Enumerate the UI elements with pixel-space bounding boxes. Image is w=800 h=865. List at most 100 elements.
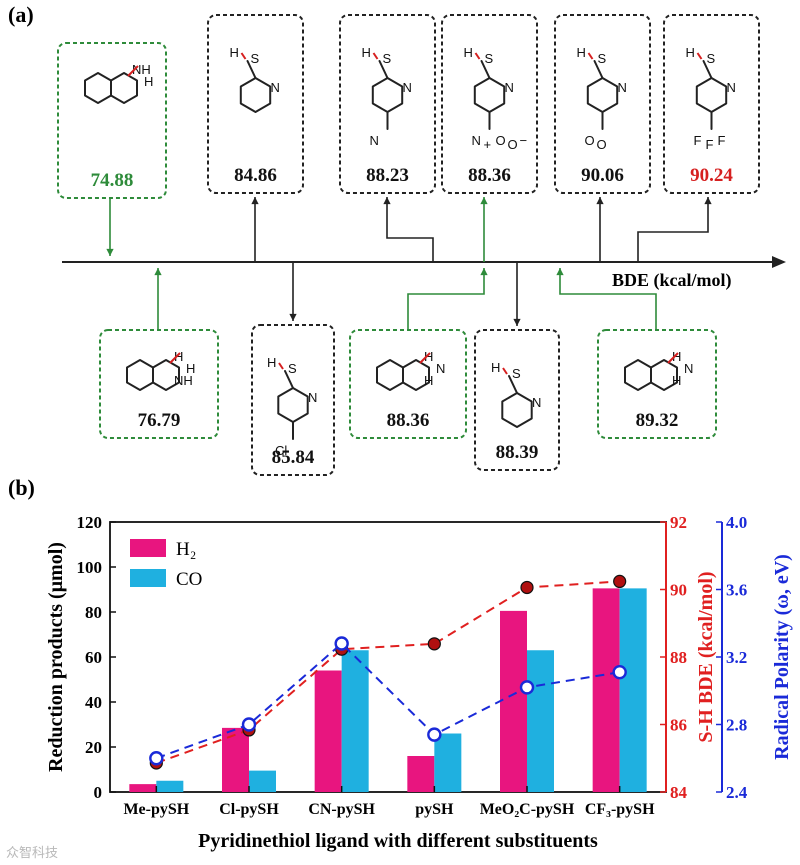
sh-bond [240, 52, 247, 60]
y2-tick-label: 88 [670, 648, 687, 667]
plot-frame [109, 521, 667, 793]
bar-co [249, 770, 276, 792]
polarity-point [149, 751, 164, 766]
panel-a-label: (a) [8, 2, 34, 27]
atom-label: NH [132, 62, 151, 77]
atom-label: S [383, 51, 392, 66]
top-thiq-c1-molecule-card: NHH 74.88 [57, 42, 167, 199]
atom-label: O [597, 137, 607, 152]
bde-value: 88.36 [468, 165, 511, 186]
atom-label: N [472, 133, 481, 148]
molecule-card-border [99, 329, 219, 439]
arrow-pysh-head [513, 318, 521, 326]
atom-label: + [484, 137, 492, 152]
atom-label: H [464, 45, 473, 60]
bottom-thq-c2h2-molecule-card: HNH 88.36 [349, 329, 467, 439]
atom-label: − [520, 133, 528, 148]
ring-bond [110, 72, 138, 104]
panel-b-chart: 0 20 40 60 80 100 120 84 86 88 90 92 2.4 2.8 3.2 3.6 4.0… [45, 513, 793, 852]
atom-label: N [532, 395, 541, 410]
atom-label: O [585, 133, 595, 148]
atom-label: S [288, 361, 297, 376]
atom-label: F [706, 137, 714, 152]
bar-co [434, 733, 462, 792]
bond [593, 60, 604, 79]
bond [508, 375, 518, 394]
atom-label: H [424, 373, 433, 388]
x-tick-label: Me-pySH [123, 801, 189, 818]
atom-label: H [577, 45, 586, 60]
y-tick-label: 20 [85, 738, 102, 757]
bar-h2 [592, 588, 620, 792]
y2-tick-label: 92 [670, 513, 687, 532]
sh-bond [502, 367, 508, 375]
y2-axis-title: S-H BDE (kcal/mol) [695, 571, 717, 742]
atom-label: S [485, 51, 494, 66]
x-tick-label: Cl-pySH [219, 801, 279, 818]
bar-h2 [407, 756, 435, 792]
atom-label: Cl [275, 443, 287, 458]
sh-bond [696, 52, 703, 60]
x-tick-label: MeO₂C-pySH [480, 801, 575, 818]
y3-tick-label: 4.0 [726, 513, 747, 532]
ch-bond [419, 352, 431, 364]
y3-tick-label: 3.2 [726, 648, 747, 667]
y2-tick-label: 84 [670, 783, 688, 802]
y2-tick-label: 86 [670, 716, 687, 735]
arrow-cn-pysh-head [383, 197, 391, 205]
atom-label: NH [174, 373, 193, 388]
legend-swatch-co [130, 569, 166, 587]
bond [284, 370, 294, 389]
panel-b-label: (b) [8, 475, 35, 500]
atom-label: H [672, 373, 681, 388]
atom-label: N [618, 80, 627, 95]
atom-label: N [436, 361, 445, 376]
y-tick-label: 100 [77, 558, 103, 577]
ring-bond [371, 77, 404, 113]
ring-bond [586, 77, 619, 113]
y3-tick-label: 2.4 [726, 783, 748, 802]
ring-bond [126, 359, 154, 391]
bde-value: 89.32 [636, 410, 679, 431]
bar-h2 [314, 670, 342, 792]
ch-bond [667, 352, 679, 364]
legend-swatch-h2 [130, 539, 166, 557]
legend-label-co: CO [176, 569, 202, 590]
molecule-card-border [597, 329, 717, 439]
x-axis-title: Pyridinethiol ligand with different subs… [198, 830, 598, 852]
atom-label: O [496, 133, 506, 148]
polarity-dashed-line [155, 642, 620, 760]
polarity-point [427, 727, 442, 742]
bottom-pysh-molecule-card: H SN 88.39 [474, 329, 560, 471]
atom-label: F [694, 133, 702, 148]
ring-bond [501, 392, 533, 428]
arrow-no2-pysh-head [480, 197, 488, 205]
polarity-point [241, 717, 257, 732]
arrow-indoline [559, 268, 657, 330]
y-tick-label: 60 [85, 648, 102, 667]
arrow-cf3-pysh [637, 197, 709, 262]
bar-co [341, 650, 369, 792]
ring-bond [402, 359, 430, 391]
y-tick-label: 0 [94, 783, 103, 802]
polarity-point [334, 636, 349, 651]
bar-h2 [222, 727, 249, 792]
atom-label: N [727, 80, 736, 95]
y-tick-label: 40 [85, 693, 102, 712]
bde-point [427, 637, 441, 651]
ring-bond [473, 77, 506, 113]
atom-label: S [512, 366, 521, 381]
y-axis-title: Reduction products (μmol) [45, 542, 67, 772]
arrow-cf3-pysh-head [704, 197, 712, 205]
atom-label: O [508, 137, 518, 152]
top-me-pysh-molecule-card: H SN 84.86 [207, 14, 304, 194]
atom-label: N [308, 390, 317, 405]
top-meo2c-pysh-molecule-card: H SN O O 90.06 [554, 14, 651, 194]
legend-label-h2: H₂ [176, 539, 196, 560]
ring-bond [376, 359, 404, 391]
bde-value: 88.39 [496, 442, 539, 463]
top-no2-pysh-molecule-card: H SNN + O O −88.36 [441, 14, 538, 194]
atom-label: H [186, 361, 195, 376]
atom-label: H [686, 45, 695, 60]
